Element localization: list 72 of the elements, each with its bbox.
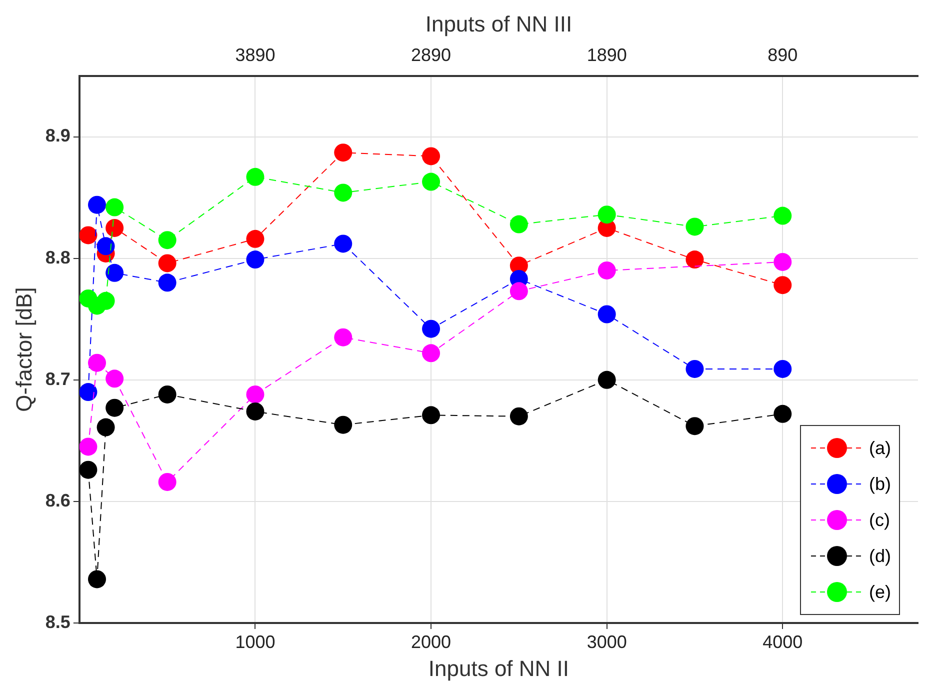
x-tick-label: 1000: [235, 632, 276, 652]
x-tick-label: 4000: [762, 632, 803, 652]
point: [686, 417, 704, 436]
point: [96, 418, 115, 436]
point: [88, 196, 106, 214]
point: [88, 570, 106, 588]
legend-label: (b): [869, 474, 891, 494]
x2-tick-label: 2890: [411, 45, 452, 66]
point: [686, 250, 704, 269]
y-tick-label: 8.9: [45, 126, 70, 146]
point: [422, 320, 440, 338]
x2-tick-label: 1890: [586, 45, 627, 66]
point: [598, 206, 616, 224]
point: [510, 282, 528, 300]
point: [79, 383, 98, 402]
point: [106, 398, 124, 417]
point: [598, 370, 616, 389]
point: [106, 218, 124, 237]
point: [96, 292, 115, 310]
point: [88, 354, 106, 372]
point: [79, 438, 98, 456]
point: [158, 254, 176, 272]
point: [158, 472, 176, 491]
y-tick-label: 8.6: [45, 490, 70, 510]
legend-label: (e): [869, 582, 891, 602]
point: [686, 218, 704, 236]
point: [774, 404, 792, 423]
point: [246, 385, 264, 404]
x-tick-label: 3000: [586, 632, 627, 652]
point: [774, 252, 792, 271]
x2-tick-label: 3890: [235, 45, 276, 66]
point: [334, 184, 352, 202]
legend-label: (d): [869, 546, 891, 566]
point: [246, 250, 264, 269]
point: [774, 276, 792, 294]
point: [246, 230, 264, 248]
point: [598, 305, 616, 324]
point: [246, 168, 264, 186]
point: [158, 385, 176, 404]
x2-axis-title: Inputs of NN III: [425, 11, 572, 36]
point: [686, 360, 704, 378]
point: [510, 407, 528, 426]
y-axis-title: Q-factor [dB]: [11, 287, 36, 412]
point: [510, 215, 528, 234]
point: [79, 460, 98, 479]
x-tick-label: 2000: [411, 632, 452, 652]
point: [158, 231, 176, 250]
point: [422, 172, 440, 191]
point: [598, 261, 616, 280]
legend-label: (a): [869, 438, 891, 458]
point: [79, 226, 98, 244]
point: [158, 274, 176, 292]
point: [246, 402, 264, 420]
point: [774, 360, 792, 378]
x2-tick-label: 890: [768, 45, 798, 66]
point: [334, 328, 352, 346]
y-tick-label: 8.7: [45, 368, 70, 389]
x-axis-title: Inputs of NN II: [428, 656, 570, 681]
point: [96, 237, 115, 256]
point: [334, 416, 352, 434]
point: [334, 234, 352, 253]
y-tick-label: 8.8: [45, 247, 70, 268]
legend-label: (c): [869, 510, 890, 530]
point: [334, 144, 352, 162]
point: [422, 406, 440, 424]
point: [106, 198, 124, 216]
y-tick-label: 8.5: [45, 612, 70, 632]
point: [422, 147, 440, 166]
point: [106, 370, 124, 388]
point: [422, 344, 440, 362]
point: [106, 264, 124, 282]
point: [774, 206, 792, 225]
